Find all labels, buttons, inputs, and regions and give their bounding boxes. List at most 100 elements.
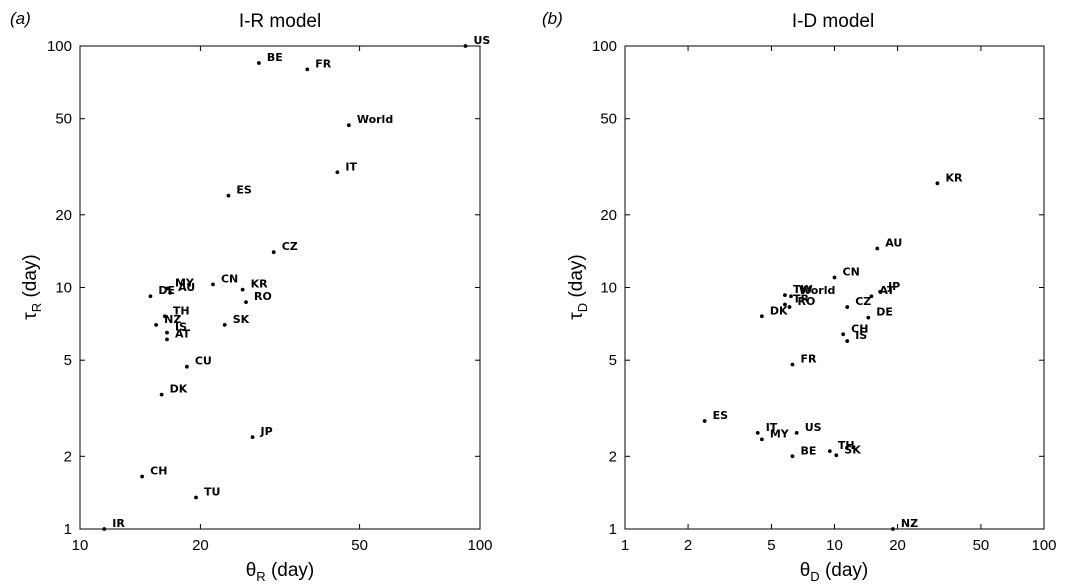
panel-a-ytick-label: 10 [55, 280, 72, 297]
panel-b-point-es [702, 419, 707, 423]
panel-a-point-label-jp: JP [260, 425, 273, 438]
panel-a-ytick-label: 100 [47, 38, 72, 55]
panel-b-point-it [755, 430, 760, 435]
panel-b-point-label-de: DE [876, 306, 893, 319]
panel-a-point-kr [240, 287, 245, 292]
panel-a-point-label-is: IS [175, 321, 187, 334]
panel-b-point-label-th: TH [838, 439, 855, 452]
panel-b-point-label-au: AU [885, 237, 902, 250]
panel-b-point-label-my: MY [770, 427, 790, 440]
panel-b-xtick-label: 10 [826, 537, 843, 554]
panel-b-ylabel: τD (day) [566, 254, 590, 319]
panel-a-point-label-my: MY [175, 277, 195, 290]
panel-b-point-label-tr: TR [793, 293, 810, 306]
panel-b-ytick-label: 20 [600, 207, 617, 224]
panel-a-point-fr [305, 67, 310, 72]
panel-b-point-us [794, 430, 799, 435]
panel-a-xtick-label: 50 [351, 537, 368, 554]
panel-a-point-label-nz: NZ [164, 313, 181, 326]
panel-b-point-my [759, 437, 764, 442]
panel-b-point-label-es: ES [713, 409, 729, 422]
panel-a-point-label-sk: SK [233, 313, 250, 326]
panel-b-point-label-jp: JP [887, 280, 900, 293]
panel-a-ytick-label: 1 [64, 521, 72, 538]
panel-b-point-cz [845, 305, 850, 309]
panel-b-ytick-label: 1 [609, 521, 617, 538]
panel-b-ytick-label: 100 [592, 38, 617, 55]
panel-a-xtick-label: 10 [72, 537, 89, 554]
panel-b-point-at [869, 294, 874, 299]
panel-a-point-label-de: DE [158, 284, 175, 297]
panel-b-point-label-us: US [805, 421, 822, 434]
panel-a-ytick-label: 5 [64, 352, 72, 369]
panel-a-ytick-label: 50 [55, 111, 72, 128]
panel-b-ytick-label: 2 [609, 448, 617, 465]
panel-a-point-de [148, 294, 153, 299]
panel-b-point-label-cn: CN [843, 266, 860, 279]
panel-b-point-label-at: AT [879, 284, 895, 297]
panel-a-point-my [165, 286, 169, 291]
panel-b-point-label-dk: DK [770, 304, 788, 317]
panel-b-xtick-label: 50 [973, 537, 990, 554]
panel-a-point-es [226, 193, 231, 198]
panel-b-point-label-nz: NZ [901, 517, 918, 530]
panel-b-point-label-kr: KR [945, 171, 963, 184]
panel-b-point-nz [890, 527, 895, 531]
panel-a-point-label-ro: RO [254, 290, 272, 303]
panel-b-ytick-label: 10 [600, 280, 617, 297]
panel-a-point-label-dk: DK [170, 383, 188, 396]
panel-a-point-label-cz: CZ [282, 240, 298, 253]
panel-a-point-cz [271, 250, 276, 255]
panel-a-point-label-at: AT [175, 327, 191, 340]
panel-a-point-th [162, 314, 167, 319]
panel-b-point-label-world: World [799, 284, 835, 297]
panel-b-point-label-is: IS [855, 329, 867, 342]
panel-b-point-label-ro: RO [798, 295, 816, 308]
panel-b-point-label-fr: FR [800, 352, 817, 365]
panel-b-xtick-label: 100 [1031, 537, 1056, 554]
panel-a-point-label-ir: IR [112, 517, 125, 530]
panel-b-point-dk [759, 314, 764, 319]
panel-b-ytick-label: 5 [609, 352, 617, 369]
panel-a-point-world [346, 123, 351, 128]
panel-b-point-sk [834, 453, 839, 458]
panel-b-xtick-label: 1 [621, 537, 629, 554]
panel-b-point-label-tw: TW [793, 283, 813, 296]
panel-b-point-ro [787, 305, 792, 309]
panel-b-xlabel: θD (day) [800, 560, 869, 584]
panel-a-xtick-label: 100 [467, 537, 492, 554]
panel-b-point-world [789, 294, 793, 299]
panel-b-ytick-label: 50 [600, 111, 617, 128]
panel-a-point-label-be: BE [267, 51, 283, 64]
panel-a-point-cu [184, 364, 189, 369]
panel-b-point-label-ch: CH [851, 322, 868, 335]
panel-b-letter: (b) [542, 9, 563, 28]
panel-a-ylabel: τR (day) [20, 254, 44, 319]
panel-a-ytick-label: 2 [64, 448, 72, 465]
panel-a-point-it [335, 170, 340, 175]
panel-a-point-be [256, 61, 261, 65]
panel-b-xtick-label: 2 [684, 537, 692, 554]
panel-a-point-ir [102, 527, 107, 531]
panel-a-plot-frame [79, 45, 481, 530]
panel-b-point-ch [841, 332, 846, 337]
panel-a-point-label-th: TH [173, 304, 190, 317]
panel-b-point-kr [935, 181, 940, 186]
panel-a-ytick-label: 20 [55, 207, 72, 224]
panel-a-xtick-label: 20 [192, 537, 209, 554]
panel-a-point-label-tu: TU [204, 486, 220, 499]
panel-b-point-label-it: IT [766, 421, 778, 434]
panel-b-xtick-label: 20 [889, 537, 906, 554]
panel-a-point-sk [222, 323, 227, 327]
panel-a-point-label-au: AU [178, 281, 195, 294]
panel-a-point-label-cu: CU [195, 355, 212, 368]
panel-a-point-label-cn: CN [221, 272, 238, 285]
panel-b-point-au [875, 246, 880, 251]
panel-b-point-jp [878, 289, 882, 294]
panel-a-point-dk [159, 392, 164, 397]
panel-a-point-cn [211, 282, 215, 287]
panel-b-point-is [845, 339, 850, 343]
